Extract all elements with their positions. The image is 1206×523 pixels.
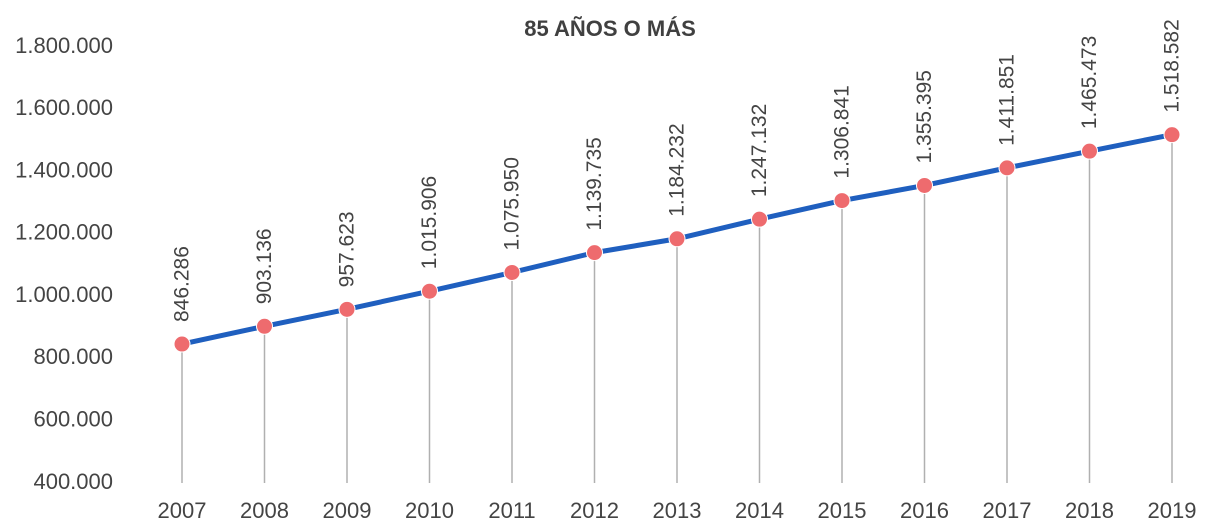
x-tick-label: 2018: [1065, 498, 1114, 523]
x-tick-label: 2013: [653, 498, 702, 523]
x-tick-label: 2016: [900, 498, 949, 523]
y-tick-label: 800.000: [33, 344, 113, 369]
data-label: 1.184.232: [666, 123, 689, 216]
marker: [1081, 142, 1098, 160]
marker: [421, 282, 438, 300]
x-tick-label: 2009: [323, 498, 372, 523]
data-label: 1.247.132: [748, 104, 771, 197]
data-label: 1.075.950: [501, 157, 524, 250]
data-label: 957.623: [336, 211, 359, 287]
x-tick-label: 2019: [1148, 498, 1197, 523]
y-tick-label: 1.200.000: [15, 220, 113, 245]
y-tick-label: 1.000.000: [15, 282, 113, 307]
x-tick-label: 2011: [488, 498, 535, 523]
y-tick-label: 1.800.000: [15, 33, 113, 58]
marker: [668, 230, 686, 248]
marker: [338, 300, 356, 318]
data-label: 1.518.582: [1161, 19, 1184, 112]
marker: [751, 210, 768, 228]
x-tick-label: 2015: [818, 498, 867, 523]
marker: [998, 159, 1016, 177]
marker: [916, 176, 933, 194]
y-tick-label: 1.400.000: [15, 157, 113, 182]
data-label: 1.411.851: [996, 54, 1019, 146]
data-label: 903.136: [253, 228, 276, 304]
x-tick-label: 2007: [158, 498, 207, 523]
marker: [173, 335, 191, 353]
marker: [833, 192, 851, 210]
marker: [1163, 126, 1181, 144]
y-tick-label: 1.600.000: [15, 95, 113, 120]
chart-title: 85 AÑOS O MÁS: [524, 16, 696, 41]
x-tick-label: 2012: [570, 498, 619, 523]
marker: [256, 317, 273, 335]
marker: [586, 244, 603, 262]
x-tick-label: 2010: [405, 498, 454, 523]
y-tick-label: 400.000: [33, 469, 113, 494]
data-label: 1.139.735: [583, 137, 606, 230]
marker: [503, 263, 521, 281]
x-tick-label: 2008: [240, 498, 289, 523]
x-tick-label: 2014: [735, 498, 784, 523]
data-label: 846.286: [171, 246, 194, 322]
data-label: 1.355.395: [913, 70, 936, 163]
data-label: 1.015.906: [418, 176, 441, 269]
data-label: 1.465.473: [1078, 36, 1101, 129]
y-tick-label: 600.000: [33, 407, 113, 432]
x-tick-label: 2017: [983, 498, 1032, 523]
data-label: 1.306.841: [831, 85, 854, 178]
